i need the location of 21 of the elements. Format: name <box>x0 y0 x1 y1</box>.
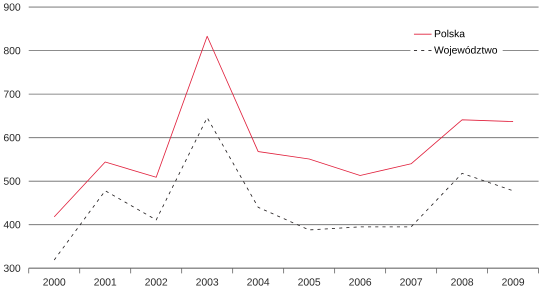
x-tick-label: 2001 <box>94 278 116 286</box>
x-tick-label: 2009 <box>502 278 524 286</box>
y-tick-label: 900 <box>4 3 20 11</box>
x-tick-label: 2006 <box>349 278 372 286</box>
x-tick-label: 2002 <box>145 278 168 286</box>
y-tick-label: 700 <box>4 90 20 98</box>
line-series <box>54 36 514 218</box>
x-tick-label: 2004 <box>247 278 270 286</box>
x-tick-label: 2005 <box>298 278 320 286</box>
legend-label: Województwo <box>434 46 498 56</box>
legend-label: Polska <box>434 30 466 38</box>
x-tick-label: 2007 <box>400 278 422 286</box>
x-tick-label: 2008 <box>451 278 474 286</box>
x-tick-label: 2003 <box>196 278 218 286</box>
y-tick-label: 800 <box>4 46 20 54</box>
x-tick-label: 2000 <box>43 278 66 286</box>
line-series <box>54 117 514 260</box>
y-tick-label: 600 <box>4 134 20 142</box>
y-tick-label: 400 <box>4 221 20 228</box>
y-tick-label: 300 <box>4 264 20 272</box>
y-tick-label: 500 <box>4 177 20 185</box>
